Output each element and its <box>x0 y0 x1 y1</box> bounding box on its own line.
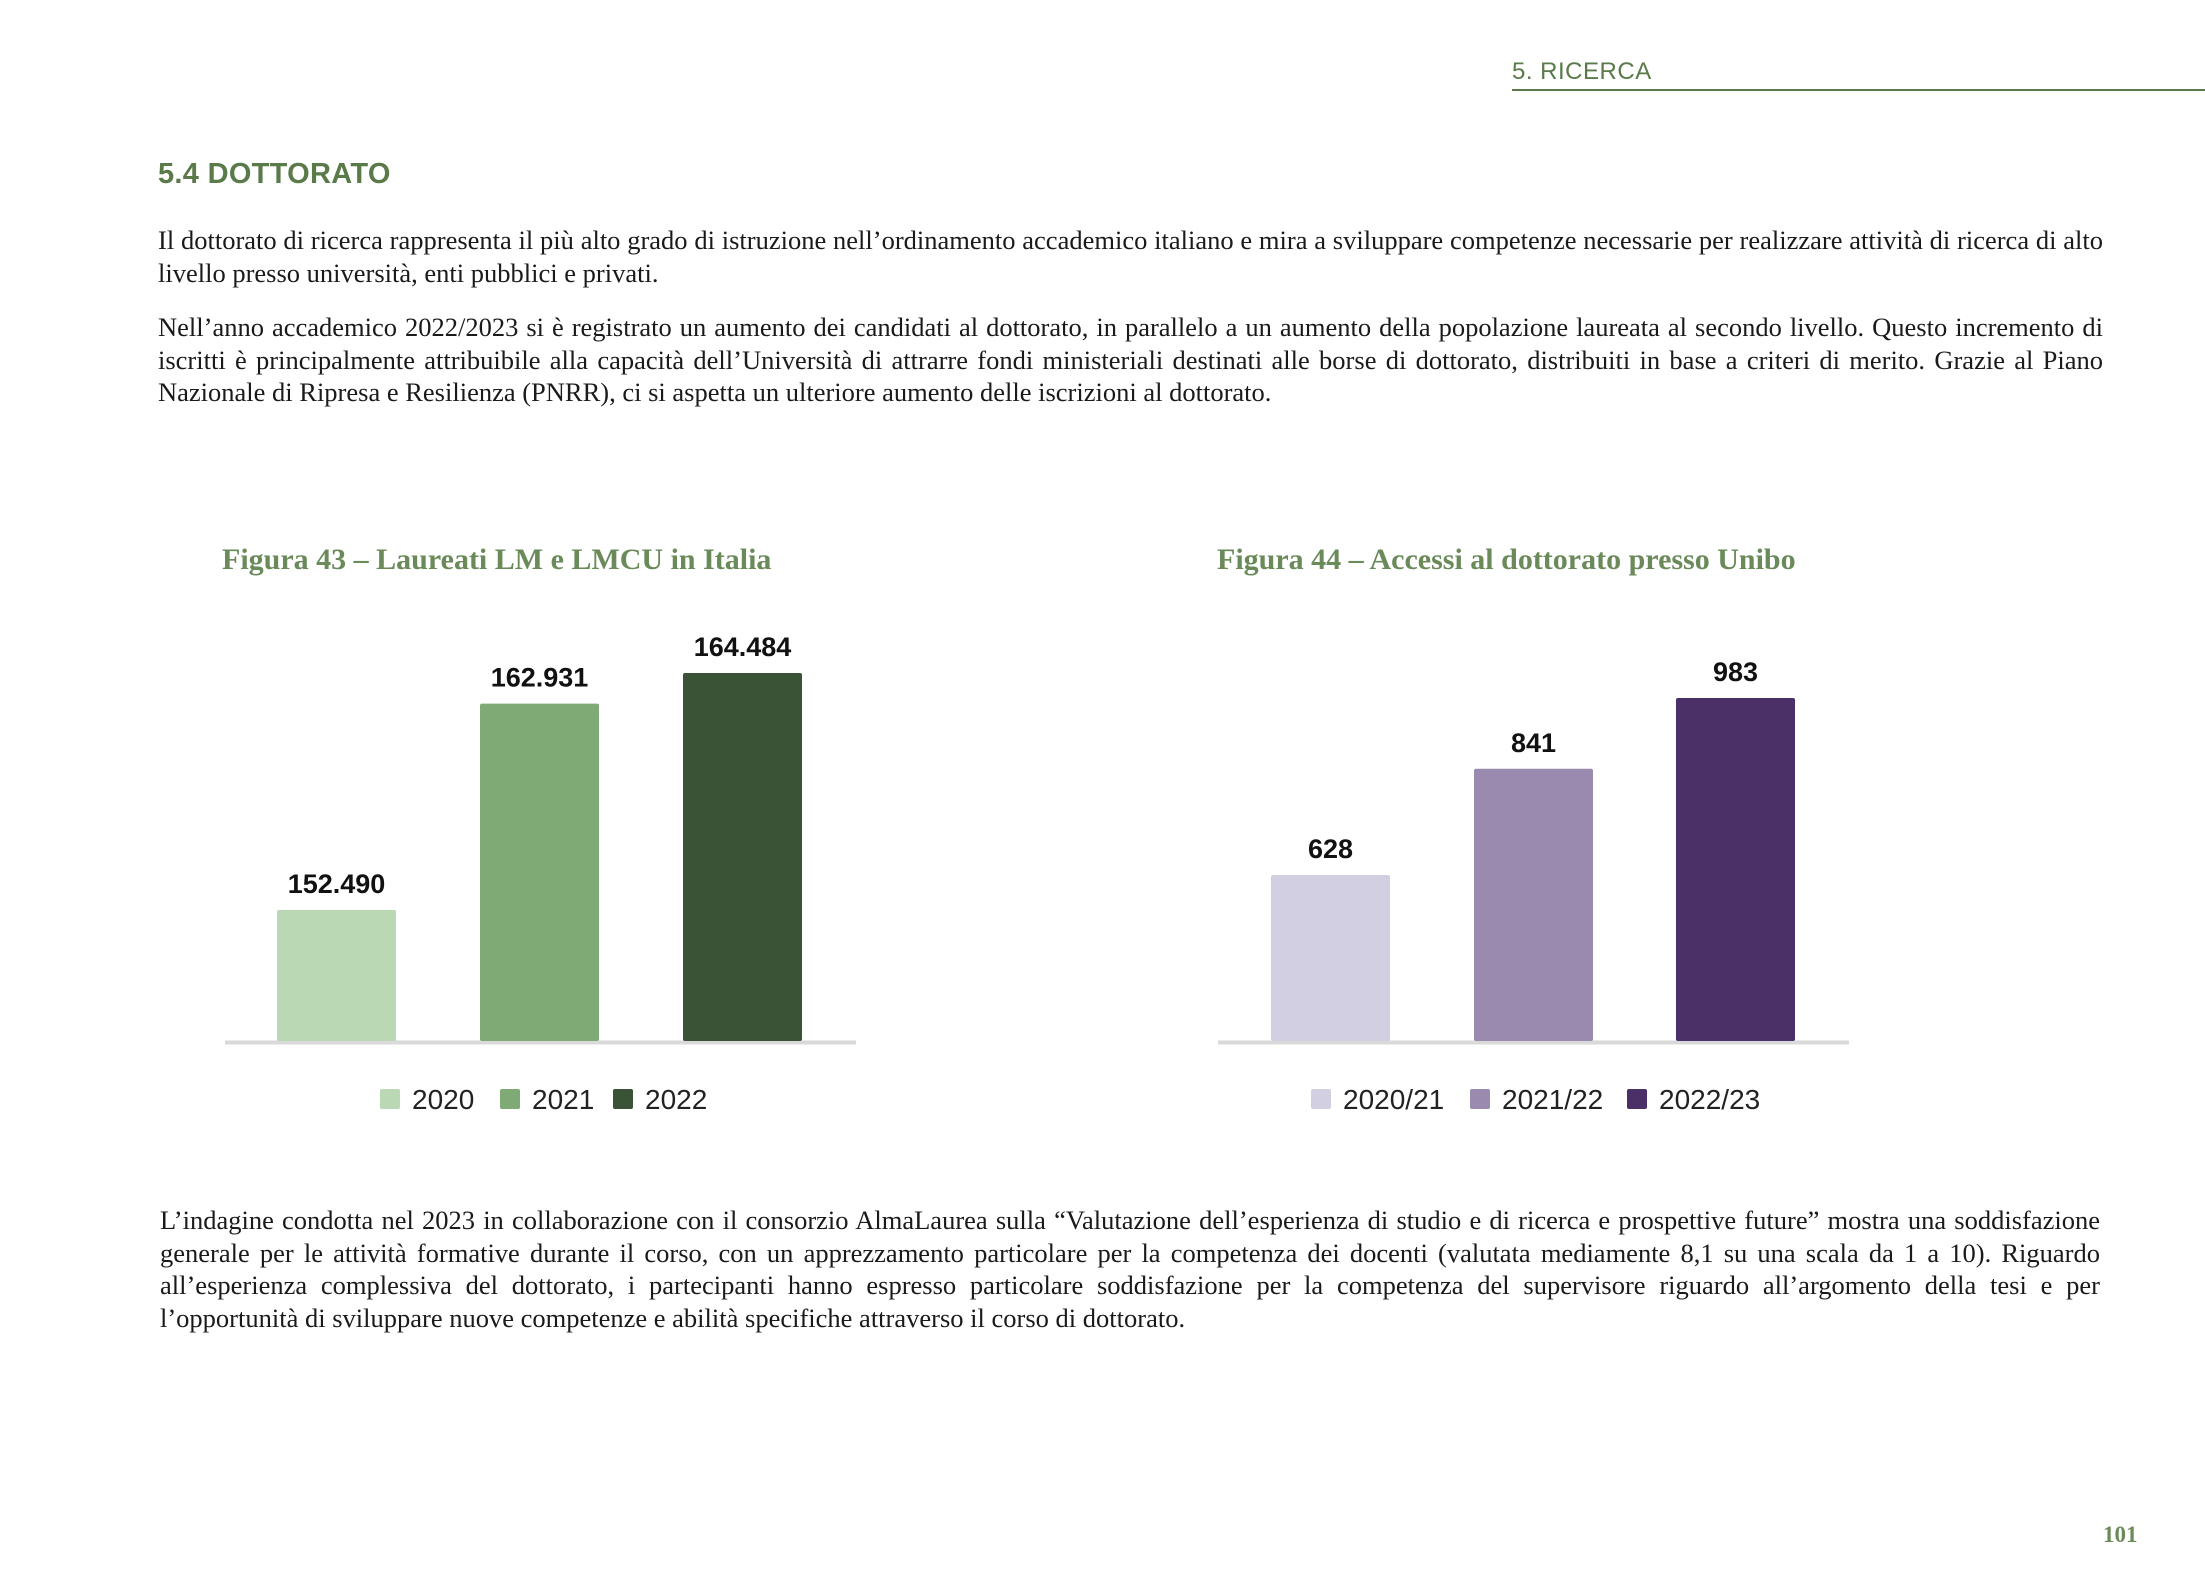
page-number: 101 <box>2103 1522 2138 1547</box>
bar-value-label: 628 <box>1308 834 1353 864</box>
legend-label: 2021/22 <box>1502 1084 1603 1115</box>
legend-label: 2020/21 <box>1343 1084 1444 1115</box>
bar-value-label: 162.931 <box>491 663 589 693</box>
bar-2020 <box>277 910 396 1041</box>
legend-swatch <box>1311 1089 1331 1109</box>
legend-label: 2022/23 <box>1659 1084 1760 1115</box>
legend-swatch <box>613 1089 633 1109</box>
enrollment-paragraph: Nell’anno accademico 2022/2023 si è regi… <box>158 312 2103 407</box>
bar-2022 <box>683 673 802 1041</box>
bar-value-label: 152.490 <box>288 869 386 899</box>
figure-43-title: Figura 43 – Laureati LM e LMCU in Italia <box>222 543 772 576</box>
figure-44-chart: 628 2020/21 841 2021/22 983 2022/23 <box>1218 657 1849 1115</box>
bar-2022/23 <box>1676 698 1795 1041</box>
legend-swatch <box>380 1089 400 1109</box>
bar-2021 <box>480 703 599 1041</box>
legend-label: 2021 <box>532 1084 594 1115</box>
bar-value-label: 841 <box>1511 728 1556 758</box>
legend-label: 2022 <box>645 1084 707 1115</box>
header-rule <box>1512 89 2205 91</box>
legend-swatch <box>1470 1089 1490 1109</box>
bar-2021/22 <box>1474 768 1593 1041</box>
survey-paragraph: L’indagine condotta nel 2023 in collabor… <box>160 1205 2100 1333</box>
figure-43-chart: 152.490 2020 162.931 2021 164.484 2022 <box>225 632 856 1115</box>
legend-swatch <box>1627 1089 1647 1109</box>
legend-label: 2020 <box>412 1084 474 1115</box>
legend-swatch <box>500 1089 520 1109</box>
running-header-section: 5. RICERCA <box>1512 58 1652 85</box>
bar-value-label: 164.484 <box>694 632 792 662</box>
intro-paragraph: Il dottorato di ricerca rappresenta il p… <box>158 225 2103 288</box>
bar-2020/21 <box>1271 875 1390 1041</box>
section-title: 5.4 DOTTORATO <box>158 158 391 190</box>
figure-44-title: Figura 44 – Accessi al dottorato presso … <box>1217 543 1796 576</box>
bar-value-label: 983 <box>1713 657 1758 687</box>
